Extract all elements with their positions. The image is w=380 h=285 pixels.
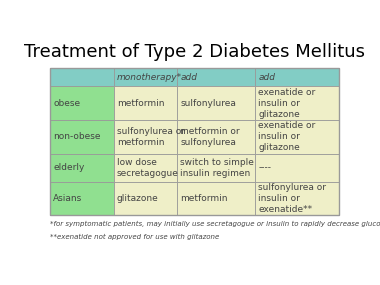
Bar — [177, 120, 255, 154]
Bar — [177, 86, 255, 120]
Text: sulfonylurea: sulfonylurea — [180, 99, 236, 108]
Bar — [177, 154, 255, 182]
Text: ----: ---- — [258, 163, 271, 172]
Text: metformin: metformin — [117, 99, 165, 108]
Bar — [255, 86, 339, 120]
Bar — [51, 68, 339, 215]
Bar — [114, 182, 177, 215]
Text: exenatide or
insulin or
glitazone: exenatide or insulin or glitazone — [258, 121, 315, 152]
Text: low dose
secretagogue: low dose secretagogue — [117, 158, 179, 178]
Text: elderly: elderly — [53, 163, 85, 172]
Text: obese: obese — [53, 99, 81, 108]
Bar — [114, 86, 177, 120]
Text: metformin or
sulfonylurea: metformin or sulfonylurea — [180, 127, 240, 147]
Bar — [114, 68, 177, 86]
Text: Asians: Asians — [53, 194, 82, 203]
Text: add: add — [258, 73, 275, 82]
Text: **exenatide not approved for use with glitazone: **exenatide not approved for use with gl… — [51, 234, 220, 240]
Bar — [114, 154, 177, 182]
Bar — [114, 120, 177, 154]
Text: switch to simple
insulin regimen: switch to simple insulin regimen — [180, 158, 254, 178]
Bar — [51, 120, 114, 154]
Text: glitazone: glitazone — [117, 194, 158, 203]
Text: sulfonylurea or
insulin or
exenatide**: sulfonylurea or insulin or exenatide** — [258, 183, 326, 214]
Bar — [51, 86, 114, 120]
Text: sulfonylurea or
metformin: sulfonylurea or metformin — [117, 127, 185, 147]
Text: add: add — [180, 73, 197, 82]
Text: Treatment of Type 2 Diabetes Mellitus: Treatment of Type 2 Diabetes Mellitus — [24, 43, 365, 61]
Bar — [255, 154, 339, 182]
Bar — [255, 120, 339, 154]
Bar — [255, 68, 339, 86]
Text: exenatide or
insulin or
glitazone: exenatide or insulin or glitazone — [258, 87, 315, 119]
Bar — [255, 182, 339, 215]
Bar — [177, 68, 255, 86]
Text: metformin: metformin — [180, 194, 228, 203]
Bar — [51, 68, 114, 86]
Text: non-obese: non-obese — [53, 132, 101, 141]
Bar — [51, 154, 114, 182]
Text: monotherapy*: monotherapy* — [117, 73, 182, 82]
Bar — [177, 182, 255, 215]
Bar — [51, 182, 114, 215]
Text: *for symptomatic patients, may initially use secretagogue or insulin to rapidly : *for symptomatic patients, may initially… — [51, 221, 380, 227]
